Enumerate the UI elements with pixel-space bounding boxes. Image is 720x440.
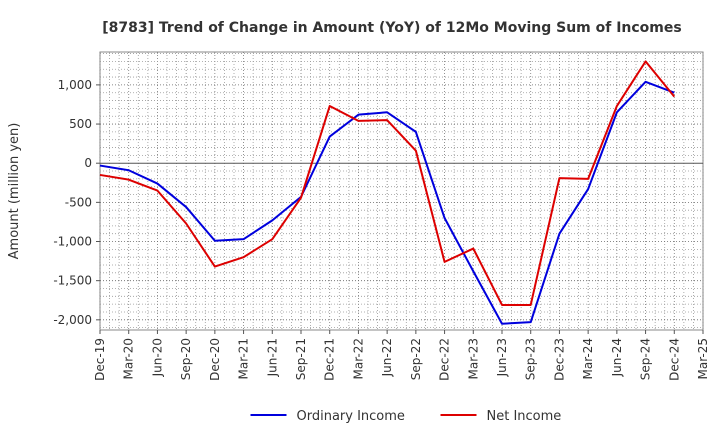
grid: [99, 51, 704, 331]
x-tick-label: Mar-25: [696, 338, 710, 379]
x-tick-label: Jun-23: [495, 338, 509, 377]
x-tick-label: Mar-23: [466, 338, 480, 379]
x-tick-label: Dec-21: [323, 338, 337, 381]
legend: Ordinary Income Net Income: [250, 409, 562, 424]
x-tick-label: Dec-23: [552, 338, 566, 381]
x-tick-label: Dec-19: [93, 338, 107, 381]
x-tick-label: Jun-20: [150, 338, 164, 377]
x-tick-label: Jun-22: [380, 338, 394, 377]
y-tick-label: 500: [69, 117, 92, 131]
x-tick-label: Mar-22: [351, 338, 365, 379]
x-tick-label: Dec-22: [438, 338, 452, 381]
x-tick-label: Sep-20: [179, 338, 193, 380]
y-tick-label: -1,000: [53, 235, 92, 249]
x-tick-label: Sep-22: [409, 338, 423, 380]
series-lines: [99, 60, 676, 325]
x-tick-label: Dec-24: [667, 338, 681, 381]
y-tick-label: 1,000: [58, 78, 92, 92]
series-line-ordinary-income: [99, 80, 675, 325]
series-line-net-income: [99, 60, 676, 306]
x-tick-label: Sep-21: [294, 338, 308, 380]
y-tick-label: -1,500: [53, 274, 92, 288]
x-tick-label: Mar-21: [237, 338, 251, 379]
x-tick-label: Sep-23: [524, 338, 538, 380]
x-tick-label: Mar-24: [581, 338, 595, 379]
plot-area: [99, 51, 704, 331]
y-tick-label: -500: [65, 195, 92, 209]
legend-label-ordinary-income: Ordinary Income: [297, 409, 405, 424]
x-tick-label: Dec-20: [208, 338, 222, 381]
legend-label-net-income: Net Income: [487, 409, 562, 424]
y-axis-label: Amount (million yen): [7, 123, 22, 260]
x-tick-label: Mar-20: [122, 338, 136, 379]
y-tick-label: 0: [84, 156, 92, 170]
chart-title: [8783] Trend of Change in Amount (YoY) o…: [102, 20, 681, 36]
x-tick-label: Sep-24: [639, 338, 653, 380]
x-tick-label: Jun-24: [610, 338, 624, 377]
x-tick-label: Jun-21: [265, 338, 279, 377]
y-tick-label: -2,000: [53, 313, 92, 327]
